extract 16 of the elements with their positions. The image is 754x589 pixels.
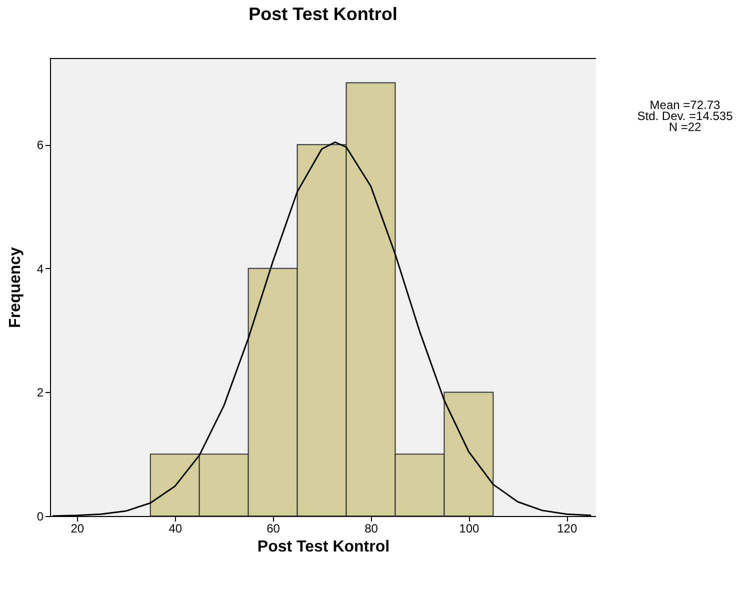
x-tick-label: 40 bbox=[168, 522, 182, 536]
x-tick-label: 100 bbox=[459, 522, 480, 536]
x-tick-label: 80 bbox=[364, 522, 378, 536]
text: N =22 bbox=[668, 120, 702, 134]
text: Std. Dev. =14.535 bbox=[636, 109, 734, 123]
y-axis-title: Frequency bbox=[6, 246, 24, 328]
y-tick-label: 4 bbox=[36, 262, 44, 276]
chart-title: Post Test Kontrol bbox=[248, 4, 398, 24]
y-tick-label: 2 bbox=[36, 386, 44, 400]
y-tick-label: 0 bbox=[36, 510, 44, 524]
text: Mean =72.73 bbox=[650, 98, 720, 112]
x-tick-label: 20 bbox=[70, 522, 84, 536]
x-tick-label: 60 bbox=[266, 522, 280, 536]
x-tick-label: 120 bbox=[557, 522, 578, 536]
y-tick-label: 6 bbox=[36, 138, 44, 152]
x-axis-title: Post Test Kontrol bbox=[257, 538, 390, 556]
